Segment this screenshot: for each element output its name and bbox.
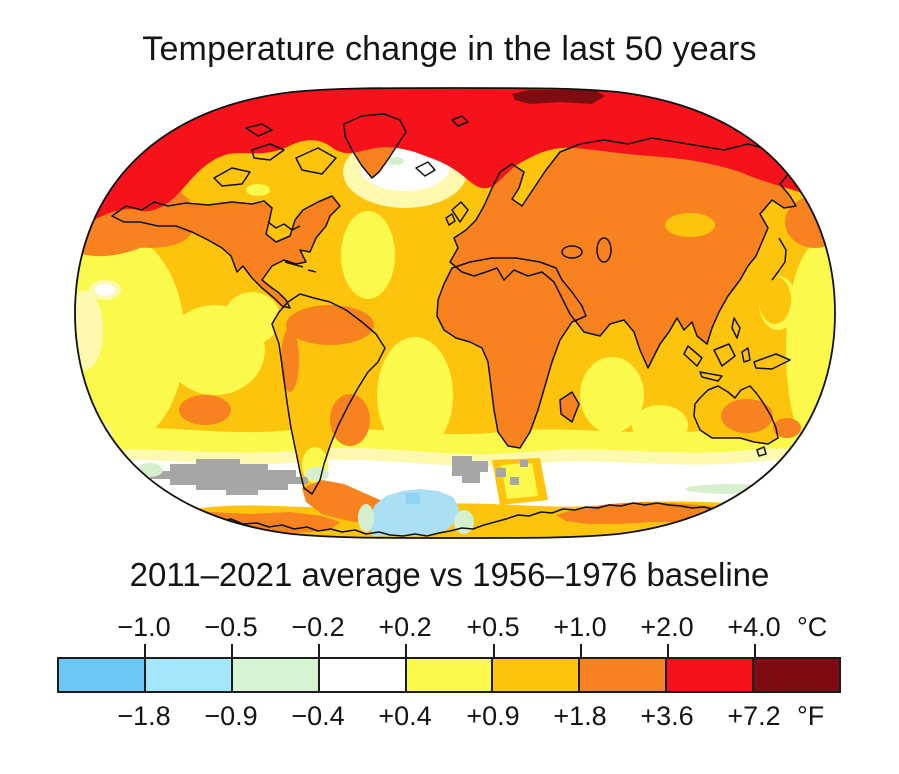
celsius-unit-label: °C <box>797 612 828 642</box>
land-orange-patches <box>179 305 801 446</box>
celsius-label: +1.0 <box>553 612 607 642</box>
colorbar-segment <box>493 659 581 691</box>
fahrenheit-label: +0.4 <box>378 701 432 731</box>
colorbar-segment <box>232 659 320 691</box>
colorbar-segment <box>580 659 668 691</box>
page-title: Temperature change in the last 50 years <box>142 30 757 68</box>
colorbar-tick <box>231 644 233 657</box>
celsius-label: +2.0 <box>640 612 694 642</box>
fahrenheit-unit-label: °F <box>797 701 825 731</box>
colorbar-tick <box>580 644 582 657</box>
ross-sea-deeper-blue-dot <box>406 493 420 504</box>
map-subtitle: 2011–2021 average vs 1956–1976 baseline <box>129 556 770 593</box>
colorbar-segment <box>667 659 755 691</box>
southern-band-yellow-gap <box>501 463 538 499</box>
celsius-label: +0.2 <box>378 612 432 642</box>
colorbar-tick <box>144 644 146 657</box>
north-atlantic-green-dot <box>388 157 404 165</box>
colorbar-tick <box>405 644 407 657</box>
colorbar-tick <box>754 644 756 657</box>
fahrenheit-label: +0.9 <box>466 701 520 731</box>
fahrenheit-label: +3.6 <box>640 701 694 731</box>
colorbar-tick <box>493 644 495 657</box>
colorbar-segment <box>59 659 146 691</box>
fahrenheit-label: +1.8 <box>553 701 607 731</box>
celsius-label: −1.0 <box>117 612 171 642</box>
ross-sea-cooling-patch <box>369 489 459 536</box>
colorbar <box>57 657 841 693</box>
fahrenheit-label: −0.9 <box>204 701 258 731</box>
colorbar-tick <box>318 644 320 657</box>
fahrenheit-label: −1.8 <box>117 701 171 731</box>
colorbar-segment <box>319 659 407 691</box>
celsius-label: +4.0 <box>727 612 781 642</box>
celsius-label: −0.2 <box>291 612 345 642</box>
colorbar-segment <box>406 659 494 691</box>
fahrenheit-label: −0.4 <box>291 701 345 731</box>
celsius-label: −0.5 <box>204 612 258 642</box>
celsius-label: +0.5 <box>466 612 520 642</box>
colorbar-tick <box>667 644 669 657</box>
colorbar-segment <box>145 659 233 691</box>
arctic-red-band <box>75 88 835 232</box>
siberian-dark-red-hotspot <box>512 90 605 104</box>
colorbar-segment <box>754 659 840 691</box>
fahrenheit-label: +7.2 <box>727 701 781 731</box>
antarctic-gray-no-data <box>150 456 528 495</box>
